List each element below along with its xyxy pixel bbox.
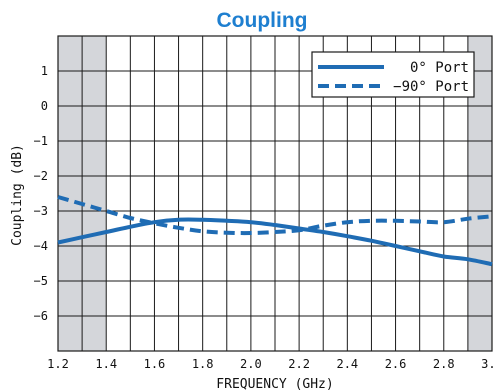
y-tick-label: −4 (34, 239, 48, 253)
x-axis-label: FREQUENCY (GHz) (216, 377, 333, 392)
legend: 0° Port −90° Port (311, 51, 475, 98)
x-tick-label: 2.4 (336, 357, 358, 371)
y-tick-label: −2 (34, 169, 48, 183)
y-axis-label: Coupling (dB) (10, 144, 25, 246)
legend-label: 0° Port (410, 60, 469, 76)
x-tick-label: 1.2 (47, 357, 69, 371)
y-tick-label: −3 (34, 204, 48, 218)
series-line-minus-90-port (57, 195, 493, 236)
y-tick-label: −5 (34, 274, 48, 288)
y-tick-label: 0 (41, 99, 48, 113)
series-line-0-port (57, 217, 493, 267)
y-tick-label: −6 (34, 309, 48, 323)
x-tick-label: 2.0 (240, 357, 262, 371)
x-tick-label: 2.6 (385, 357, 407, 371)
legend-label: −90° Port (393, 79, 469, 95)
x-tick-label: 3.0 (481, 357, 495, 371)
x-tick-labels: 1.2 1.4 1.6 1.8 2.0 2.2 2.4 2.6 2.8 3.0 (47, 357, 495, 371)
legend-box (311, 51, 475, 98)
x-tick-label: 1.6 (144, 357, 166, 371)
x-tick-label: 2.8 (433, 357, 455, 371)
y-tick-label: 1 (41, 64, 48, 78)
x-tick-label: 1.4 (95, 357, 117, 371)
x-tick-label: 1.8 (192, 357, 214, 371)
series-layer (57, 195, 493, 267)
y-tick-label: −1 (34, 134, 48, 148)
x-tick-label: 2.2 (288, 357, 310, 371)
y-tick-labels: 1 0 −1 −2 −3 −4 −5 −6 (34, 64, 48, 323)
chart-title: Coupling (217, 9, 308, 32)
plot-frame (57, 35, 493, 352)
